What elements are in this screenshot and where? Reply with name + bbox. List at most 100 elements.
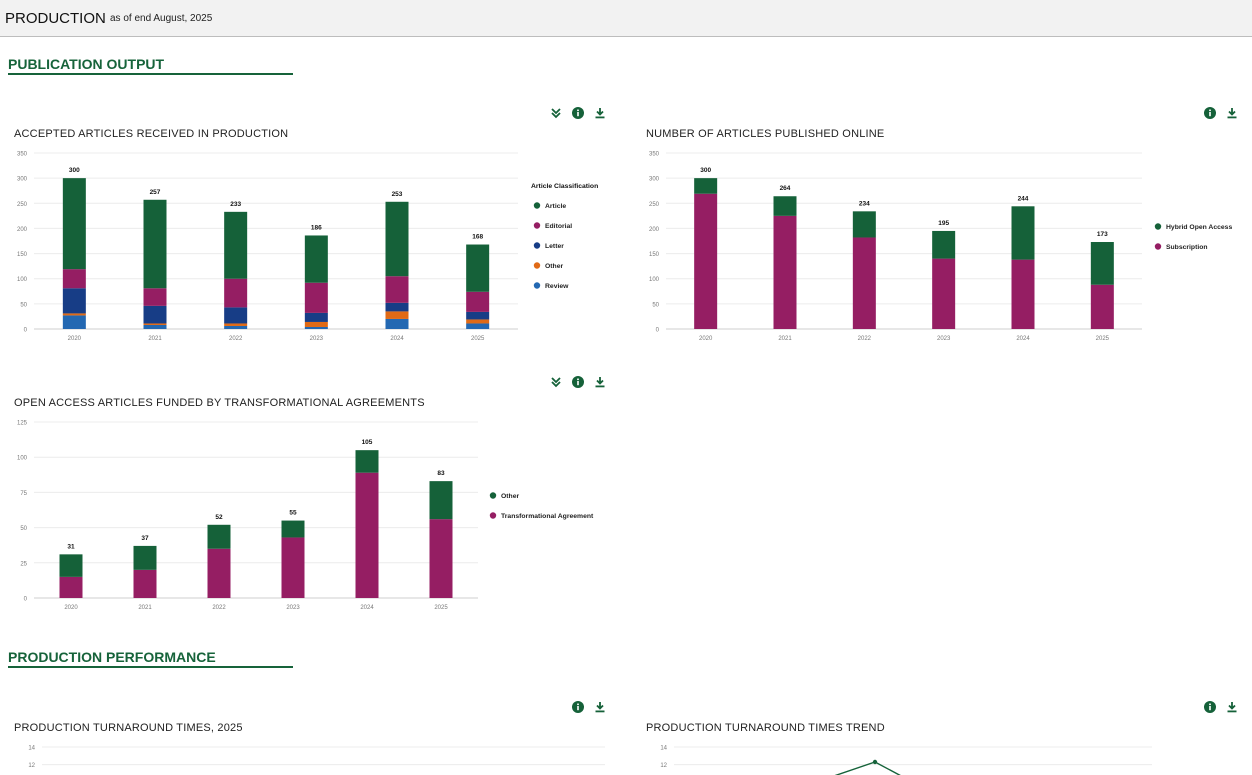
legend-marker — [489, 512, 497, 519]
bar-segment — [62, 269, 86, 289]
chart-title-turnaround: PRODUCTION TURNAROUND TIMES, 2025 — [14, 722, 243, 734]
y-tick-label: 50 — [20, 302, 27, 308]
total-label: 55 — [289, 510, 297, 517]
expand-icon[interactable] — [550, 107, 562, 119]
y-tick-label: 300 — [649, 177, 660, 183]
legend-label: Article — [545, 203, 566, 210]
page-header: PRODUCTION as of end August, 2025 — [0, 0, 1252, 37]
chart-toolbar-turnaround — [572, 700, 606, 714]
legend-label: Letter — [545, 243, 564, 250]
bar-segment — [1090, 242, 1114, 285]
legend-marker — [533, 262, 541, 269]
bar-segment — [355, 450, 379, 473]
legend-marker — [533, 242, 541, 249]
legend-label: Subscription — [1166, 244, 1208, 251]
bar-segment — [207, 548, 231, 598]
total-label: 244 — [1018, 195, 1029, 202]
bar-segment — [62, 178, 86, 270]
chart-title-accepted: ACCEPTED ARTICLES RECEIVED IN PRODUCTION — [14, 128, 289, 140]
y-tick-label: 0 — [24, 597, 28, 603]
bar-segment — [694, 193, 718, 329]
legend-label: Other — [545, 263, 563, 270]
y-tick-label: 200 — [17, 227, 28, 233]
bar-segment — [59, 554, 83, 577]
bar-segment — [62, 288, 86, 314]
total-label: 37 — [141, 535, 149, 542]
bar-segment — [466, 291, 490, 312]
y-tick-label: 125 — [17, 421, 28, 427]
info-icon[interactable] — [1204, 107, 1216, 119]
bar-segment — [773, 196, 797, 216]
chart-title-trend: PRODUCTION TURNAROUND TIMES TREND — [646, 722, 885, 734]
y-tick-label: 350 — [649, 152, 660, 158]
info-icon[interactable] — [1204, 701, 1216, 713]
chart-toolbar-accepted — [550, 106, 606, 120]
legend-marker — [533, 282, 541, 289]
bar-segment — [852, 237, 876, 329]
y-tick-label: 25 — [20, 561, 27, 567]
x-tick-label: 2024 — [360, 605, 374, 611]
x-tick-label: 2025 — [434, 605, 448, 611]
x-tick-label: 2021 — [138, 605, 152, 611]
x-tick-label: 2024 — [1016, 336, 1030, 342]
info-icon[interactable] — [572, 376, 584, 388]
x-tick-label: 2022 — [212, 605, 226, 611]
bar-segment — [466, 323, 490, 329]
x-tick-label: 2020 — [68, 336, 82, 342]
download-icon[interactable] — [1226, 701, 1238, 713]
bar-segment — [224, 211, 248, 279]
x-tick-label: 2021 — [148, 336, 162, 342]
info-icon[interactable] — [572, 107, 584, 119]
legend-label: Hybrid Open Access — [1166, 224, 1232, 231]
bar-segment — [466, 319, 490, 324]
section-divider — [8, 666, 293, 668]
expand-icon[interactable] — [550, 376, 562, 388]
bar-segment — [143, 288, 167, 306]
y-tick-label: 100 — [649, 277, 660, 283]
download-icon[interactable] — [594, 701, 606, 713]
bar-segment — [143, 305, 167, 324]
bar-segment — [224, 325, 248, 329]
bar-segment — [466, 244, 490, 292]
x-tick-label: 2021 — [778, 336, 792, 342]
bar-segment — [143, 323, 167, 325]
bar-segment — [224, 307, 248, 324]
x-tick-label: 2023 — [937, 336, 951, 342]
bar-segment — [281, 537, 305, 598]
bar-segment — [59, 576, 83, 598]
bar-segment — [133, 569, 157, 598]
y-tick-label: 12 — [660, 763, 667, 769]
legend-marker — [533, 222, 541, 229]
download-icon[interactable] — [594, 376, 606, 388]
bar-segment — [1011, 206, 1035, 260]
bar-segment — [62, 313, 86, 316]
x-tick-label: 2022 — [229, 336, 243, 342]
total-label: 195 — [938, 220, 949, 227]
bar-segment — [143, 324, 167, 329]
legend-label: Transformational Agreement — [501, 513, 594, 520]
total-label: 186 — [311, 224, 322, 231]
legend-title: Article Classification — [531, 183, 598, 190]
bar-segment — [385, 318, 409, 329]
download-icon[interactable] — [1226, 107, 1238, 119]
total-label: 52 — [215, 514, 223, 521]
bar-segment — [429, 481, 453, 520]
bar-segment — [304, 326, 328, 329]
trend-point — [872, 759, 878, 765]
trend-line — [834, 761, 901, 775]
page-title: PRODUCTION — [5, 10, 106, 27]
chart-published-online: 0 50 100 150 200 250 300 350 300 2020 264 2021 234 20… — [649, 152, 1232, 343]
legend-marker — [1154, 223, 1162, 230]
bar-segment — [281, 520, 305, 538]
y-tick-label: 50 — [652, 302, 659, 308]
bar-segment — [1011, 259, 1035, 329]
y-tick-label: 100 — [17, 277, 28, 283]
legend-marker — [489, 492, 497, 499]
y-tick-label: 250 — [17, 202, 28, 208]
x-tick-label: 2020 — [699, 336, 713, 342]
download-icon[interactable] — [594, 107, 606, 119]
y-tick-label: 350 — [17, 152, 28, 158]
chart-toolbar-oa — [550, 375, 606, 389]
info-icon[interactable] — [572, 701, 584, 713]
chart-toolbar-trend — [1204, 700, 1238, 714]
